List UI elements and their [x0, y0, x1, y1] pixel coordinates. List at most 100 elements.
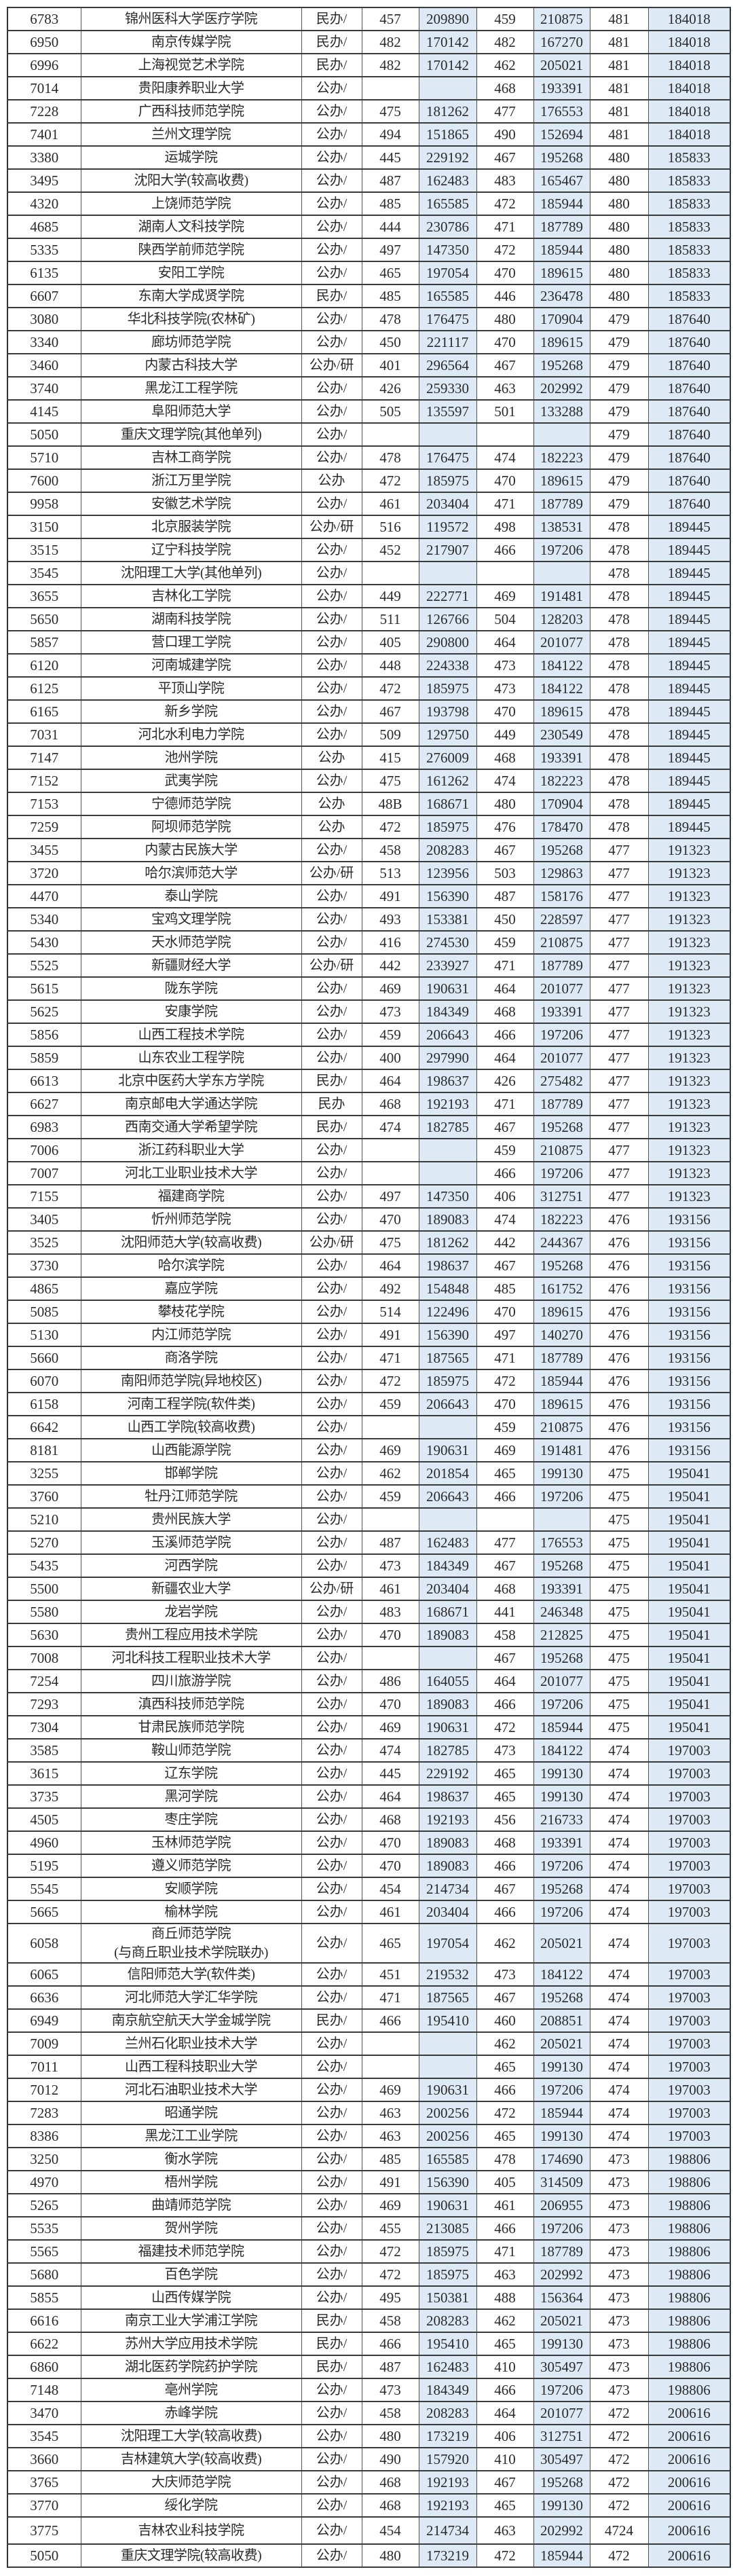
school-code-cell: 5500: [7, 1577, 81, 1601]
school-code-cell: 4470: [7, 884, 81, 908]
score-2-cell: 466: [476, 1692, 534, 1716]
score-2-cell: 480: [476, 307, 534, 331]
score-2-cell: 471: [476, 2239, 534, 2264]
score-2-cell: 456: [476, 1807, 534, 1832]
rank-3-cell: 195041: [647, 1461, 731, 1486]
school-code-cell: 3615: [7, 1761, 81, 1786]
table-row: 4685 湖南人文科技学院 公办/444 230786 471 187789 480 1858…: [7, 215, 731, 239]
table-row: 6158 河南工程学院(软件类) 公办/459 206643 470 189615 476 1…: [7, 1392, 731, 1416]
score-1-cell: 442: [361, 953, 419, 978]
school-code-cell: 4505: [7, 1807, 81, 1832]
school-name-cell: 沈阳大学(较高收费): [80, 168, 302, 193]
school-type-cell: 民办/: [301, 2332, 362, 2356]
table-row: 6613 北京中医药大学东方学院 民办/464 198637 426 275482 477 1…: [7, 1069, 731, 1093]
score-2-cell: 478: [476, 2147, 534, 2171]
school-type-cell: 公办/: [301, 2424, 362, 2448]
score-3-cell: 477: [589, 1069, 649, 1093]
score-1-cell: 468: [361, 2493, 419, 2518]
score-3-cell: 476: [589, 1438, 649, 1462]
table-row: 6860 湖北医药学院药护学院 民办/487 162483 410 305497 473 19…: [7, 2355, 731, 2379]
score-3-cell: 478: [589, 538, 649, 562]
rank-3-cell: 191323: [647, 1092, 731, 1116]
rank-1-cell: [418, 1161, 477, 1185]
school-code-cell: 7147: [7, 746, 81, 770]
school-name-cell: 山西工学院(较高收费): [80, 1415, 302, 1439]
rank-3-cell: 197003: [647, 2031, 731, 2056]
rank-3-cell: 187640: [647, 307, 731, 331]
score-3-cell: 474: [589, 2055, 649, 2079]
school-type-cell: 公办/: [301, 238, 362, 262]
rank-1-cell: 185975: [418, 815, 477, 839]
rank-1-cell: 119572: [418, 515, 477, 539]
rank-2-cell: 185944: [533, 191, 590, 216]
school-code-cell: 3545: [7, 561, 81, 585]
school-type-cell: 公办/: [301, 838, 362, 862]
rank-3-cell: 193156: [647, 1300, 731, 1324]
rank-2-cell: 199130: [533, 1761, 590, 1786]
school-type-cell: 公办/: [301, 1415, 362, 1439]
table-row: 7228 广西科技师范学院 公办/475 181262 477 176553 481 1840…: [7, 99, 731, 124]
school-name-cell: 重庆文理学院(较高收费): [80, 2543, 302, 2568]
score-1-cell: 482: [361, 53, 419, 77]
rank-2-cell: 189615: [533, 468, 590, 493]
table-row: 4320 上饶师范学院 公办/485 165585 472 185944 480 185833: [7, 191, 731, 216]
rank-2-cell: 170904: [533, 307, 590, 331]
score-2-cell: 466: [476, 1023, 534, 1047]
school-name-cell: 池州学院: [80, 746, 302, 770]
table-row: 9958 安徽艺术学院 公办/461 203404 471 187789 479 187640: [7, 492, 731, 516]
school-code-cell: 4960: [7, 1830, 81, 1855]
school-code-cell: 5265: [7, 2193, 81, 2218]
score-1-cell: [361, 1507, 419, 1532]
score-3-cell: 479: [589, 445, 649, 470]
table-row: 5265 曲靖师范学院 公办/469 190631 461 206955 473 198806: [7, 2193, 731, 2218]
score-1-cell: 487: [361, 168, 419, 193]
rank-3-cell: 191323: [647, 838, 731, 862]
school-name-cell: 贵州民族大学: [80, 1507, 302, 1532]
school-code-cell: 5650: [7, 607, 81, 631]
school-code-cell: 6949: [7, 2008, 81, 2033]
rank-3-cell: 191323: [647, 1138, 731, 1162]
rank-2-cell: 197206: [533, 1023, 590, 1047]
rank-1-cell: 192193: [418, 1807, 477, 1832]
score-3-cell: 479: [589, 468, 649, 493]
school-code-cell: 3585: [7, 1738, 81, 1763]
score-1-cell: 449: [361, 584, 419, 608]
score-3-cell: 477: [589, 976, 649, 1001]
rank-3-cell: 197003: [647, 1761, 731, 1786]
score-2-cell: 471: [476, 1092, 534, 1116]
rank-1-cell: 170142: [418, 30, 477, 54]
rank-1-cell: 229192: [418, 1761, 477, 1786]
score-2-cell: 406: [476, 1184, 534, 1209]
rank-2-cell: 193391: [533, 999, 590, 1024]
school-name-cell: 东南大学成贤学院: [80, 284, 302, 308]
score-3-cell: 479: [589, 422, 649, 447]
school-code-cell: 4145: [7, 399, 81, 424]
rank-3-cell: 198806: [647, 2332, 731, 2356]
rank-2-cell: 140270: [533, 1323, 590, 1347]
school-code-cell: 5535: [7, 2216, 81, 2241]
rank-1-cell: 208283: [418, 2401, 477, 2425]
score-2-cell: 503: [476, 861, 534, 885]
school-code-cell: 3735: [7, 1784, 81, 1809]
rank-2-cell: 185944: [533, 2101, 590, 2125]
score-2-cell: 467: [476, 1253, 534, 1278]
rank-2-cell: 193391: [533, 1577, 590, 1601]
school-name-cell: 安康学院: [80, 999, 302, 1024]
school-type-cell: 公办/: [301, 261, 362, 285]
rank-1-cell: 189083: [418, 1692, 477, 1716]
school-name-cell: 忻州师范学院: [80, 1207, 302, 1232]
admission-score-table: 6783 锦州医科大学医疗学院 民办/457 209890 459 210875 481 18…: [7, 7, 731, 2568]
score-3-cell: 475: [589, 1484, 649, 1509]
school-name-cell: 亳州学院: [80, 2378, 302, 2402]
score-3-cell: 476: [589, 1369, 649, 1393]
table-row: 3380 运城学院 公办/445 229192 467 195268 480 185833: [7, 145, 731, 170]
rank-1-cell: 156390: [418, 1323, 477, 1347]
rank-3-cell: 189445: [647, 653, 731, 678]
school-type-cell: 民办/: [301, 53, 362, 77]
score-2-cell: 473: [476, 1738, 534, 1763]
score-3-cell: 477: [589, 861, 649, 885]
rank-2-cell: 305497: [533, 2355, 590, 2379]
rank-3-cell: 200616: [647, 2424, 731, 2448]
school-type-cell: 公办/: [301, 976, 362, 1001]
score-3-cell: 477: [589, 1138, 649, 1162]
